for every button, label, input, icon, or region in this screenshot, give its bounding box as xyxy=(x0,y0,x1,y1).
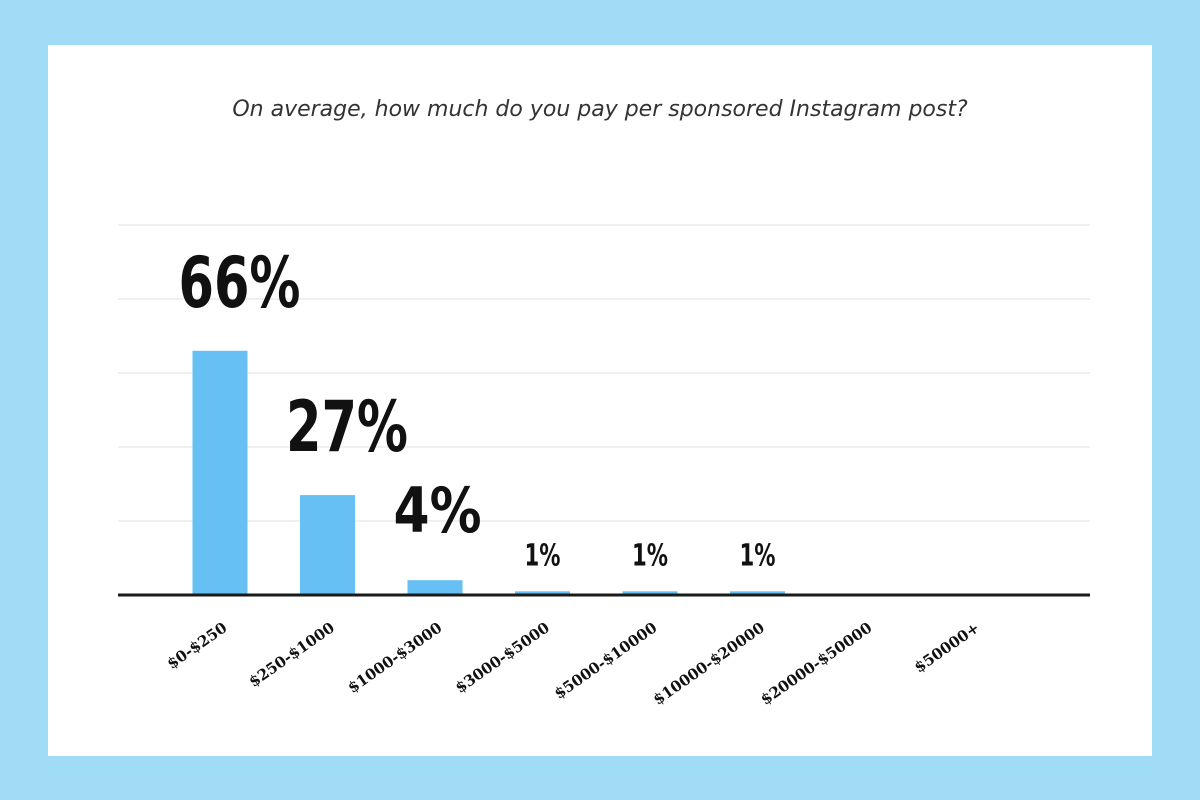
tick-label-7: $50000+ xyxy=(911,619,983,677)
data-label-2: 4% xyxy=(394,474,482,547)
tick-label-0: $0-$250 xyxy=(164,619,231,673)
data-label-4: 1% xyxy=(632,538,668,573)
bar-4 xyxy=(622,591,678,595)
tick-label-1: $250-$1000 xyxy=(245,619,337,691)
bar-1 xyxy=(300,495,355,595)
bar-0 xyxy=(192,350,248,595)
tick-label-6: $20000-$50000 xyxy=(757,619,875,709)
tick-label-3: $3000-$5000 xyxy=(452,619,553,697)
bar-5 xyxy=(730,591,785,595)
tick-label-5: $10000-$20000 xyxy=(650,619,768,709)
data-label-1: 27% xyxy=(286,386,408,468)
bar-2 xyxy=(407,580,463,595)
tick-label-2: $1000-$3000 xyxy=(344,619,445,697)
data-label-3: 1% xyxy=(525,538,561,573)
data-label-0: 66% xyxy=(179,242,301,324)
data-label-5: 1% xyxy=(740,538,776,573)
bar-chart: 66% $0-$250 27% $250-$1000 4% $1000-$3000 1% $3… xyxy=(118,224,1090,709)
tick-label-4: $5000-$10000 xyxy=(551,619,660,703)
chart-title: On average, how much do you pay per spon… xyxy=(232,97,968,122)
chart-card: On average, how much do you pay per spon… xyxy=(48,45,1152,756)
bar-3 xyxy=(515,591,570,595)
